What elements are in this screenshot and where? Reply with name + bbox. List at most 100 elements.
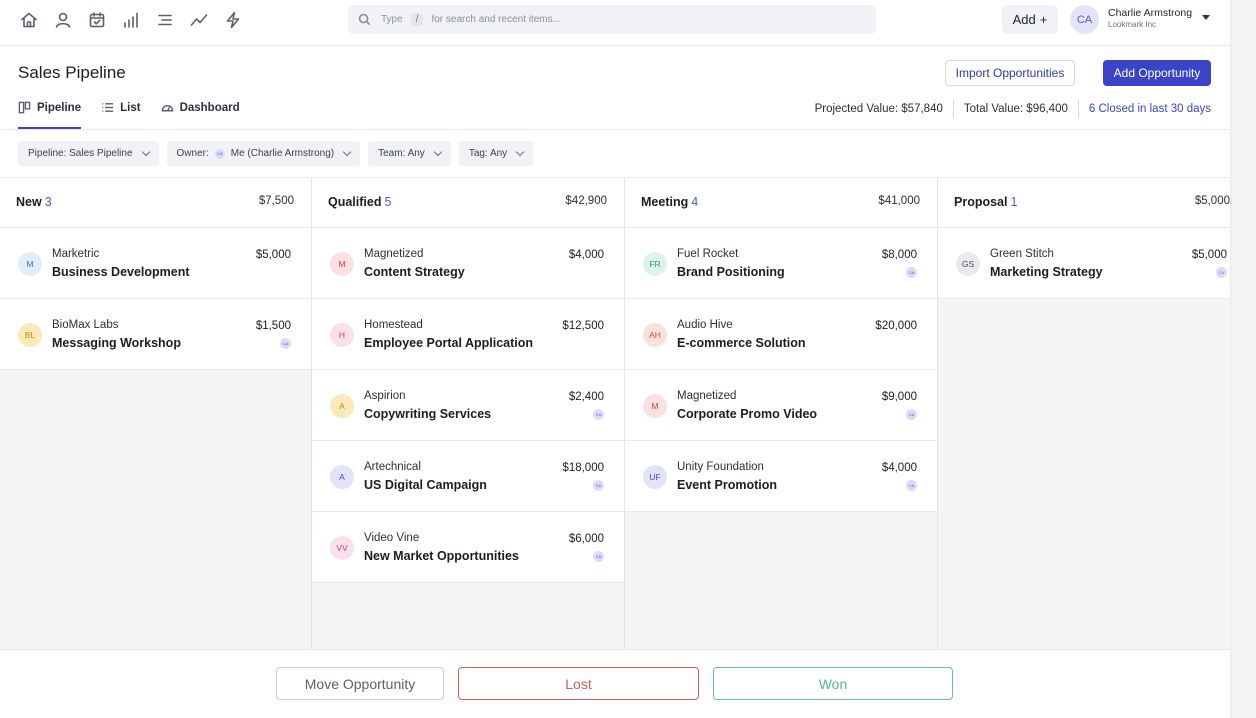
company-name: Fuel Rocket [677,248,739,260]
opportunity-name: Event Promotion [677,478,778,492]
company-avatar: UF [643,465,667,489]
owner-filter-label: Owner: [176,148,209,159]
opportunity-name: Business Development [52,265,190,279]
owner-avatar: CA [280,338,291,349]
company-name: Video Vine [364,532,420,544]
column-count: 3 [44,195,52,209]
won-button[interactable]: Won [713,667,953,700]
pipeline-filter-label: Pipeline: Sales Pipeline [28,148,133,159]
list-icon [102,103,114,112]
column-title-text: New [16,195,42,209]
trend-line-icon[interactable] [188,9,209,30]
opportunity-name: US Digital Campaign [364,478,487,492]
owner-avatar: CA [1216,267,1227,278]
opportunity-card[interactable]: M Magnetized Corporate Promo Video $9,000 CA [625,370,937,441]
vertical-scrollbar[interactable] [1230,0,1256,718]
opportunity-card[interactable]: M Marketric Business Development $5,000 [0,228,311,299]
closed-text: Closed in last 30 days [1098,103,1211,115]
tag-filter[interactable]: Tag: Any [458,141,534,166]
divider [0,177,1230,178]
company-avatar: FR [643,252,667,276]
column-total: $41,000 [878,195,920,207]
opportunity-card[interactable]: A Artechnical US Digital Campaign $18,000 CA [312,441,624,512]
chevron-down-icon [141,147,150,157]
column-title-text: Proposal [954,195,1008,209]
tab-dashboard[interactable]: Dashboard [161,96,240,129]
company-avatar: AH [643,323,667,347]
owner-avatar: CA [593,551,604,562]
opportunity-card[interactable]: VV Video Vine New Market Opportunities $6,0… [312,512,624,583]
opportunity-card[interactable]: M Magnetized Content Strategy $4,000 [312,228,624,299]
closed-link[interactable]: 6 Closed in last 30 days [1089,103,1211,115]
team-filter-label: Team: Any [378,148,425,159]
bottom-action-bar: Move Opportunity Lost Won [0,649,1230,718]
company-avatar: H [330,323,354,347]
person-icon[interactable] [52,9,73,30]
move-opportunity-button[interactable]: Move Opportunity [276,667,444,700]
opportunity-name: Brand Positioning [677,265,785,279]
bar-chart-icon[interactable] [120,9,141,30]
company-name: Unity Foundation [677,461,764,473]
column-title: New 3 [16,195,52,209]
lost-button[interactable]: Lost [458,667,699,700]
kanban-icon [18,101,31,114]
import-opportunities-button[interactable]: Import Opportunities [945,60,1075,86]
opportunity-name: Copywriting Services [364,407,492,421]
chevron-down-icon [515,147,525,157]
user-avatar[interactable]: CA [1070,5,1099,34]
add-opportunity-button[interactable]: Add Opportunity [1103,60,1211,86]
opportunity-card[interactable]: BL BioMax Labs Messaging Workshop $1,500 CA [0,299,311,370]
list-icon[interactable] [154,9,175,30]
opportunity-value: $4,000 [568,249,604,261]
opportunity-value: $5,000 [255,249,291,261]
owner-avatar: CA [906,480,917,491]
team-filter[interactable]: Team: Any [368,141,451,166]
opportunity-card[interactable]: A Aspirion Copywriting Services $2,400 CA [312,370,624,441]
user-org: Lookmark Inc [1108,20,1157,29]
page-title: Sales Pipeline [18,63,126,82]
owner-avatar: CA [214,148,225,159]
tab-pipeline[interactable]: Pipeline [18,96,82,129]
owner-avatar: CA [906,267,917,278]
column-total: $7,500 [258,195,294,207]
opportunity-card[interactable]: FR Fuel Rocket Brand Positioning $8,000 CA [625,228,937,299]
home-icon[interactable] [18,9,39,30]
opportunity-value: $12,500 [562,320,604,332]
user-menu-caret-icon[interactable] [1202,15,1210,20]
search-type-label: Type [381,14,403,25]
pipeline-filter[interactable]: Pipeline: Sales Pipeline [18,141,159,166]
add-button[interactable]: Add + [1002,5,1058,34]
opportunity-name: Marketing Strategy [990,265,1103,279]
search-input[interactable]: Type / for search and recent items... [348,5,876,34]
owner-avatar: CA [906,409,917,420]
company-avatar: A [330,465,354,489]
filter-bar: Pipeline: Sales Pipeline Owner: CA Me (C… [18,141,534,166]
pipeline-column: New 3 $7,500 M Marketric Business Development… [0,178,312,649]
column-total: $42,900 [565,195,607,207]
company-name: Homestead [364,319,423,331]
column-count: 5 [384,195,392,209]
column-title: Proposal 1 [954,195,1017,209]
calendar-check-icon[interactable] [86,9,107,30]
company-avatar: M [643,394,667,418]
user-info[interactable]: Charlie Armstrong Lookmark Inc [1108,7,1192,31]
opportunity-value: $5,000 [1191,249,1227,261]
column-header: Meeting 4 $41,000 [625,178,937,228]
column-title-text: Meeting [641,195,689,209]
divider [1077,100,1079,118]
owner-filter[interactable]: Owner: CA Me (Charlie Armstrong) [166,141,361,166]
company-name: Magnetized [677,390,737,402]
opportunity-name: Messaging Workshop [52,336,181,350]
tab-list[interactable]: List [101,96,141,129]
pipeline-column: Proposal 1 $5,000 GS Green Stitch Marketing S… [938,178,1248,649]
opportunity-value: $6,000 [568,533,604,545]
opportunity-card[interactable]: H Homestead Employee Portal Application $12… [312,299,624,370]
opportunity-card[interactable]: AH Audio Hive E-commerce Solution $20,000 [625,299,937,370]
column-header: New 3 $7,500 [0,178,311,228]
opportunity-card[interactable]: UF Unity Foundation Event Promotion $4,000 C… [625,441,937,512]
lightning-icon[interactable] [222,9,243,30]
company-name: Audio Hive [677,319,733,331]
company-avatar: A [330,394,354,418]
opportunity-value: $8,000 [881,249,917,261]
opportunity-card[interactable]: GS Green Stitch Marketing Strategy $5,000 CA [938,228,1247,299]
